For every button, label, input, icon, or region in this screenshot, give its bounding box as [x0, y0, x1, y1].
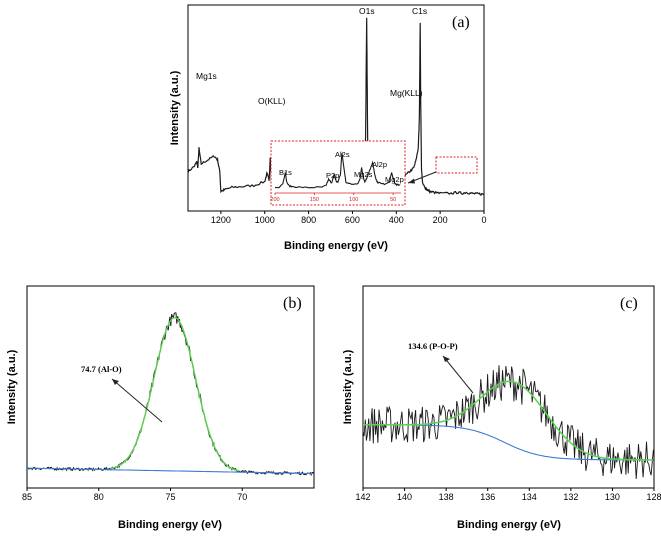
panel-b-label: (b) — [283, 295, 302, 312]
inset-x-ticks: 200 150 100 50 — [270, 193, 396, 203]
inset-x-tick-label-0: 200 — [270, 197, 279, 203]
panel-b-fit-line — [110, 317, 239, 472]
panel-c-fit-line — [363, 380, 654, 461]
panel-c-x-tick-label-1: 140 — [397, 492, 412, 502]
panel-c-label: (c) — [620, 295, 638, 312]
panel-c-x-tick-label-2: 138 — [439, 492, 454, 502]
panel-a-frame — [187, 4, 485, 212]
panel-b-x-label: Binding energy (eV) — [118, 519, 222, 531]
panel-c-annotation: 134.6 (P-O-P) — [408, 341, 458, 351]
panel-c-x-tick-label-4: 134 — [522, 492, 537, 502]
panel-b-frame — [26, 285, 315, 489]
panel-b-annotation: 74.7 (Al-O) — [81, 364, 122, 374]
panel-a-x-tick-label-6: 0 — [481, 215, 486, 225]
panel-c: 142 140 138 136 134 132 130 128 (c) 134.6 (P-O-… — [342, 285, 661, 531]
inset-pointer-arrowhead — [408, 178, 415, 184]
panel-b-x-tick-label-3: 70 — [237, 492, 247, 502]
panel-b-raw-line — [26, 312, 315, 477]
panel-b-x-ticks: 85 80 75 70 — [22, 488, 247, 502]
panel-a-x-tick-label-0: 1200 — [211, 215, 231, 225]
panel-c-x-label: Binding energy (eV) — [457, 519, 561, 531]
panel-a-y-label: Intensity (a.u.) — [169, 70, 181, 145]
panel-a-x-label: Binding energy (eV) — [284, 240, 388, 252]
panel-c-pointer-arrowhead — [443, 356, 450, 362]
panel-b-x-tick-label-0: 85 — [22, 492, 32, 502]
panel-c-background-line — [363, 424, 654, 461]
panel-a-x-tick-label-1: 1000 — [255, 215, 275, 225]
panel-a-x-ticks: 1200 1000 800 600 400 200 0 — [211, 211, 487, 225]
peak-label-c1s: C1s — [412, 6, 427, 16]
peak-label-mg-kll: Mg(KLL) — [390, 88, 423, 98]
panel-c-x-tick-label-3: 136 — [480, 492, 495, 502]
peak-label-mg1s: Mg1s — [196, 71, 217, 81]
inset-label-al2s: Al2s — [335, 150, 350, 159]
inset-spectrum-line — [275, 153, 401, 189]
panel-b-x-tick-label-1: 80 — [94, 492, 104, 502]
inset-label-p2p: P2p — [326, 171, 339, 180]
panel-c-x-tick-label-6: 130 — [605, 492, 620, 502]
inset-box — [270, 140, 406, 206]
inset-label-mg2s: Mg2s — [354, 170, 373, 179]
inset-label-al2p: Al2p — [372, 160, 387, 169]
panel-c-frame — [362, 285, 655, 489]
panel-b-y-label: Intensity (a.u.) — [6, 349, 18, 424]
panel-c-spectra — [362, 365, 654, 480]
inset-label-b1s: B1s — [279, 168, 292, 177]
peak-label-o-kll: O(KLL) — [258, 96, 286, 106]
panel-a-label: (a) — [452, 14, 470, 31]
panel-c-x-ticks: 142 140 138 136 134 132 130 128 — [355, 488, 661, 502]
inset-x-tick-label-3: 50 — [390, 197, 396, 203]
panel-a-x-tick-label-3: 600 — [345, 215, 360, 225]
inset-x-tick-label-1: 150 — [310, 197, 319, 203]
inset-spectrum — [275, 153, 401, 189]
panel-a-x-tick-label-4: 400 — [389, 215, 404, 225]
panel-c-x-tick-label-0: 142 — [355, 492, 370, 502]
panel-b-x-tick-label-2: 75 — [165, 492, 175, 502]
panel-b-pointer-arrowhead — [112, 379, 119, 385]
peak-label-o1s: O1s — [359, 6, 375, 16]
panel-b: 85 80 75 70 (b) 74.7 (Al-O) Binding energy … — [6, 285, 315, 531]
panel-c-raw-line — [362, 365, 654, 480]
panel-b-spectra — [26, 312, 315, 477]
panel-a-x-tick-label-5: 200 — [433, 215, 448, 225]
panel-b-background-line — [27, 467, 314, 475]
inset-source-box — [435, 156, 478, 174]
panel-a-x-tick-label-2: 800 — [301, 215, 316, 225]
panel-c-x-tick-label-7: 128 — [646, 492, 661, 502]
panel-c-pointer-line — [442, 355, 474, 394]
inset-x-tick-label-2: 100 — [349, 197, 358, 203]
inset-label-mg2p: Mg2p — [385, 175, 404, 184]
panel-a: 1200 1000 800 600 400 200 0 (a) Mg1s O(KLL) O1… — [169, 4, 487, 252]
panel-c-y-label: Intensity (a.u.) — [342, 349, 354, 424]
panel-b-pointer-line — [111, 378, 163, 423]
panel-c-x-tick-label-5: 132 — [563, 492, 578, 502]
